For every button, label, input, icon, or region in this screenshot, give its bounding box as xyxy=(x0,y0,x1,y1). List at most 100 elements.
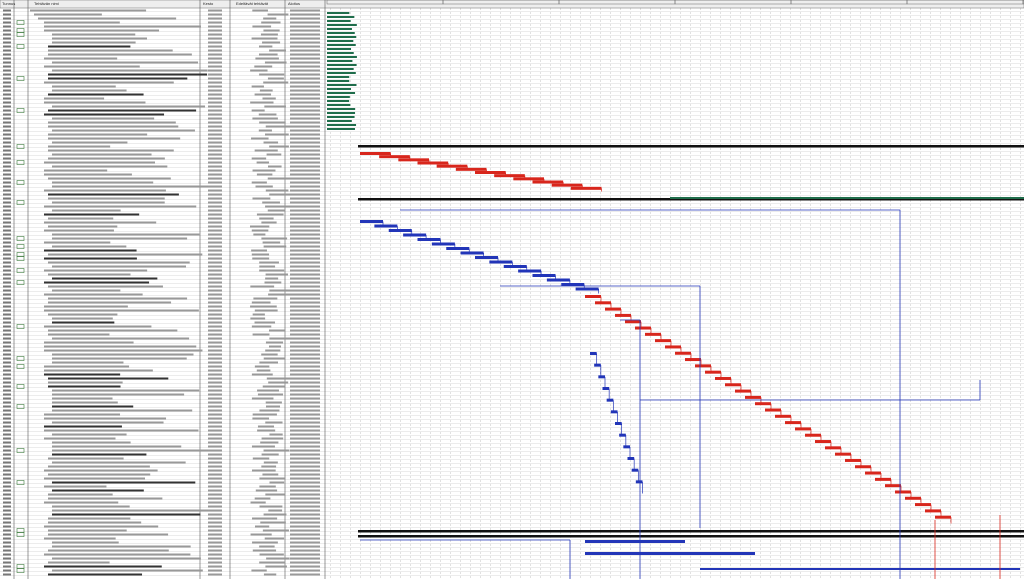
predecessors xyxy=(263,29,280,32)
column-title: Tehtävän nimi xyxy=(34,1,59,6)
duration xyxy=(208,137,222,140)
task-name xyxy=(44,565,162,568)
start xyxy=(290,469,320,472)
predecessors xyxy=(263,461,278,464)
start xyxy=(290,553,320,556)
row-id xyxy=(3,369,11,372)
row-id xyxy=(3,81,11,84)
task-bar xyxy=(327,120,352,122)
duration xyxy=(208,317,222,320)
predecessors xyxy=(263,17,277,20)
duration xyxy=(208,505,222,508)
task-name xyxy=(48,217,114,220)
row-id xyxy=(3,125,11,128)
duration xyxy=(208,365,222,368)
task-name xyxy=(52,557,201,560)
predecessors xyxy=(259,485,276,488)
row-id xyxy=(3,401,11,404)
task-name xyxy=(52,85,116,88)
indicator xyxy=(16,144,25,149)
duration xyxy=(208,361,222,364)
start xyxy=(290,57,320,60)
row-id xyxy=(3,573,11,576)
row-id xyxy=(3,325,11,328)
task-name xyxy=(44,325,152,328)
critical-task-bar xyxy=(925,509,941,513)
start xyxy=(290,85,320,88)
duration xyxy=(208,493,222,496)
critical-task-bar xyxy=(725,383,741,387)
duration xyxy=(208,53,222,56)
duration xyxy=(208,433,222,436)
predecessors xyxy=(269,289,294,292)
duration xyxy=(208,21,222,24)
duration xyxy=(208,257,222,260)
indicator xyxy=(16,448,25,453)
row-id xyxy=(3,109,11,112)
duration xyxy=(208,185,222,188)
task-name xyxy=(52,37,148,40)
predecessors xyxy=(251,397,274,400)
start xyxy=(290,77,320,80)
start xyxy=(290,425,320,428)
task-name xyxy=(44,229,114,232)
indicator xyxy=(16,480,25,485)
task-name xyxy=(44,365,130,368)
row-id xyxy=(3,477,11,480)
duration xyxy=(208,509,222,512)
task-name xyxy=(44,417,167,420)
start xyxy=(290,349,320,352)
task-name xyxy=(48,133,148,136)
start xyxy=(290,541,320,544)
row-id xyxy=(3,193,11,196)
critical-task-bar xyxy=(595,301,611,305)
task-bar xyxy=(327,40,354,42)
row-id xyxy=(3,45,11,48)
duration xyxy=(208,85,222,88)
task-name xyxy=(34,13,102,16)
duration xyxy=(208,49,222,52)
predecessors xyxy=(251,569,267,572)
predecessors xyxy=(265,189,289,192)
task-name xyxy=(52,153,152,156)
indicator xyxy=(16,32,25,37)
task-name xyxy=(52,513,201,516)
duration xyxy=(208,33,222,36)
task-name xyxy=(44,341,134,344)
duration xyxy=(208,537,222,540)
predecessors xyxy=(268,381,289,384)
start xyxy=(290,413,320,416)
predecessors xyxy=(265,421,283,424)
start xyxy=(290,45,320,48)
start xyxy=(290,525,320,528)
start xyxy=(290,17,320,20)
task-name xyxy=(48,193,179,196)
predecessors xyxy=(259,265,276,268)
start xyxy=(290,389,320,392)
predecessors xyxy=(254,65,273,68)
duration xyxy=(208,513,222,516)
start xyxy=(290,153,320,156)
row-id xyxy=(3,269,11,272)
task-name xyxy=(52,545,191,548)
indicator xyxy=(16,200,25,205)
predecessors xyxy=(252,413,277,416)
start xyxy=(290,297,320,300)
predecessors xyxy=(269,145,289,148)
row-id xyxy=(3,165,11,168)
duration xyxy=(208,157,222,160)
row-id xyxy=(3,385,11,388)
timescale-grid xyxy=(327,8,1024,579)
duration xyxy=(208,129,222,132)
task-name xyxy=(48,333,110,336)
task-bar xyxy=(561,283,585,286)
duration xyxy=(208,113,222,116)
row-id xyxy=(3,321,11,324)
row-id xyxy=(3,353,11,356)
duration xyxy=(208,461,222,464)
start xyxy=(290,93,320,96)
duration xyxy=(208,529,222,532)
predecessors xyxy=(256,161,270,164)
task-name xyxy=(44,205,197,208)
task-name xyxy=(44,425,122,428)
